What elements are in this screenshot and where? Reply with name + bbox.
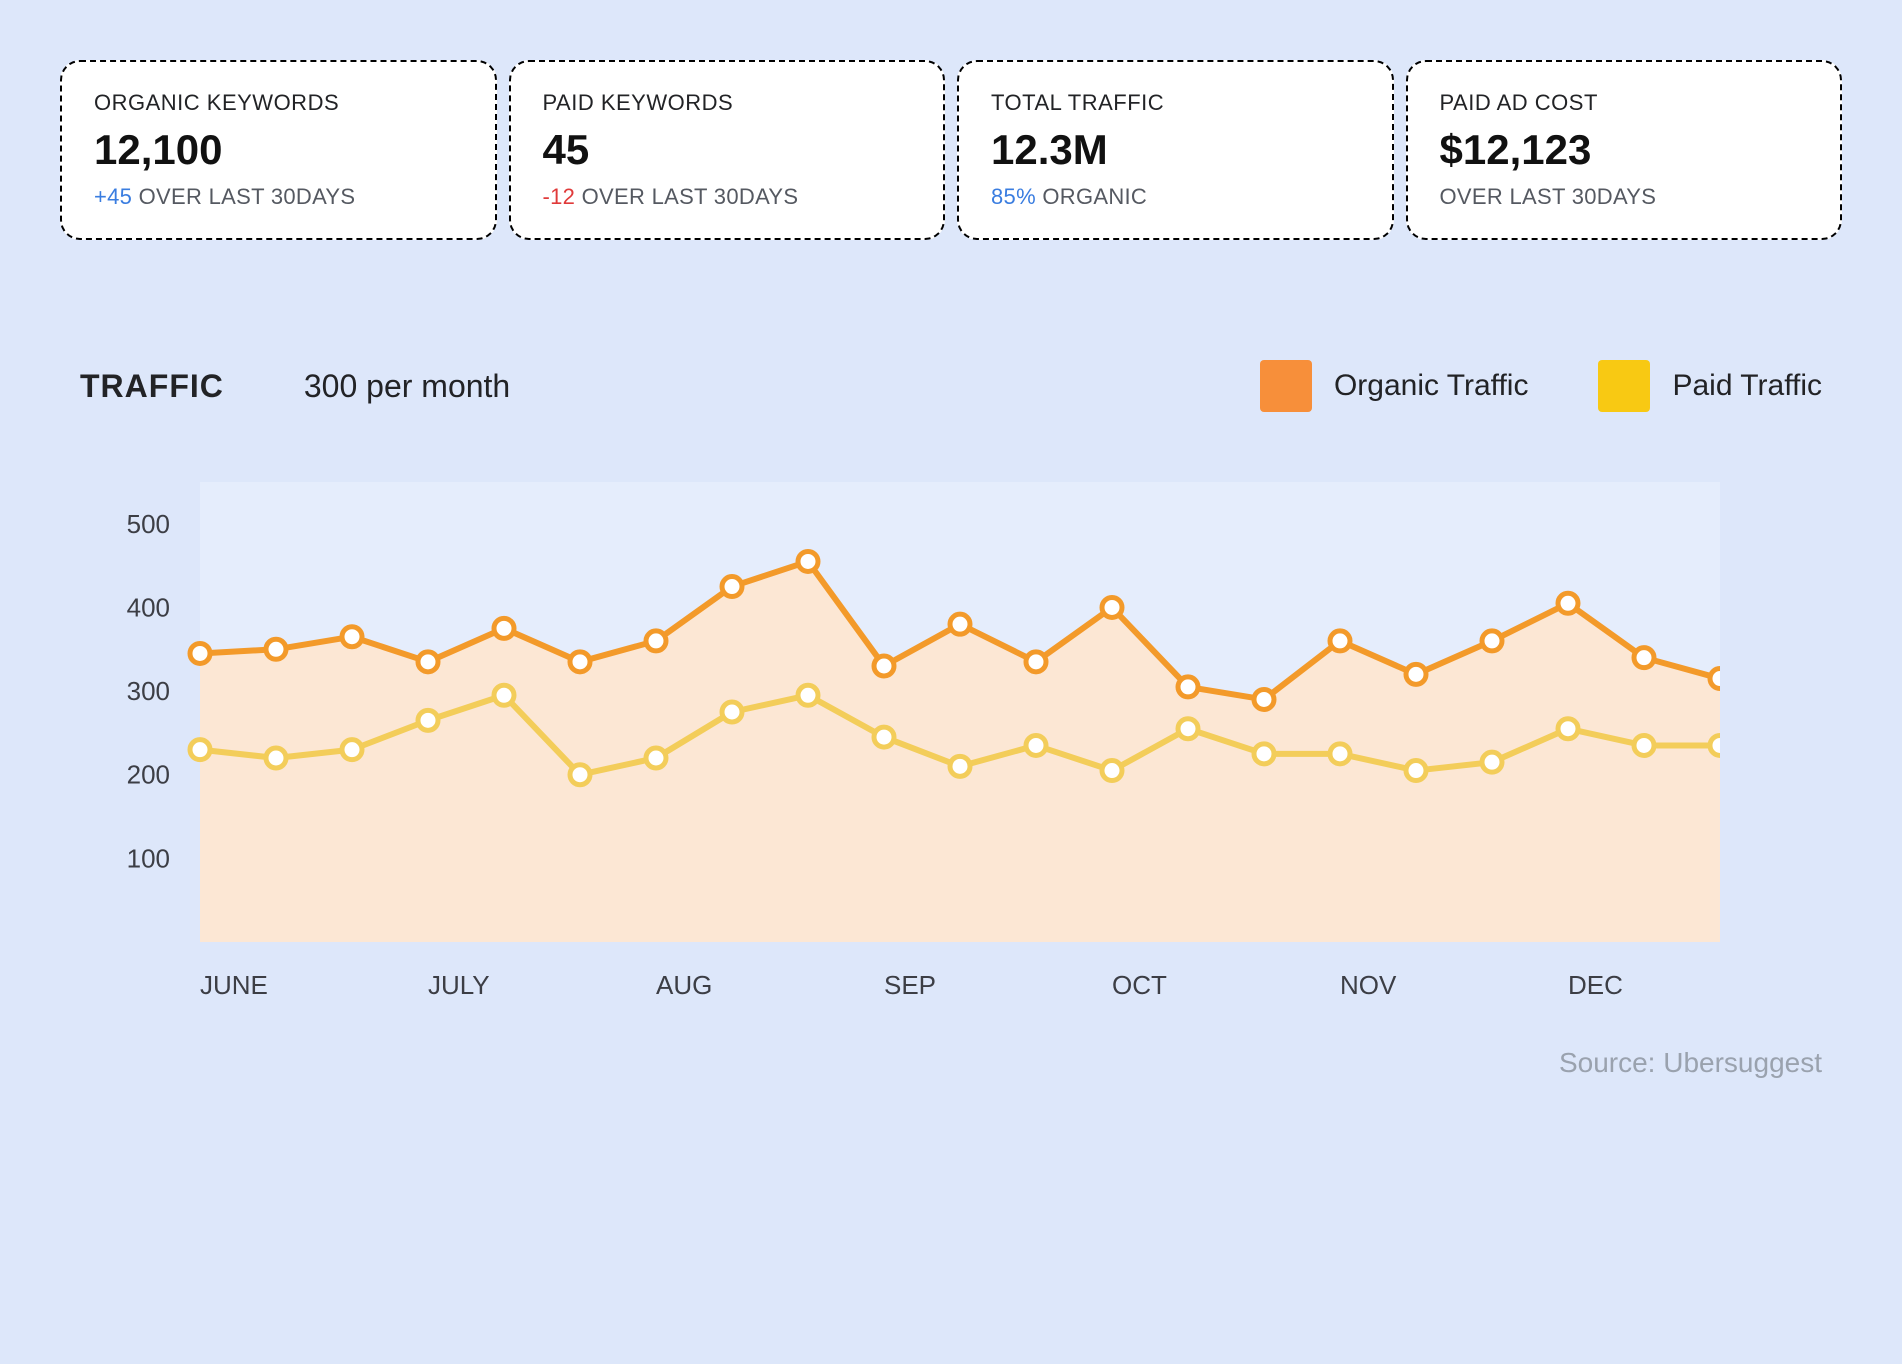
card-label: PAID KEYWORDS bbox=[543, 90, 912, 116]
svg-text:JUNE: JUNE bbox=[200, 970, 268, 1000]
chart-legend: Organic Traffic Paid Traffic bbox=[1260, 360, 1822, 412]
svg-text:DEC: DEC bbox=[1568, 970, 1623, 1000]
card-subtext: 85% ORGANIC bbox=[991, 184, 1360, 210]
chart-source: Source: Ubersuggest bbox=[60, 1047, 1842, 1079]
card-value: 45 bbox=[543, 126, 912, 174]
card-sub-label: OVER LAST 30DAYS bbox=[1440, 184, 1657, 209]
chart-header: TRAFFIC 300 per month Organic Traffic Pa… bbox=[60, 360, 1842, 412]
card-value: $12,123 bbox=[1440, 126, 1809, 174]
card-delta: +45 bbox=[94, 184, 132, 209]
svg-text:400: 400 bbox=[127, 592, 170, 622]
legend-label: Organic Traffic bbox=[1334, 369, 1529, 403]
card-delta: -12 bbox=[543, 184, 576, 209]
legend-label: Paid Traffic bbox=[1672, 369, 1822, 403]
chart-title: TRAFFIC bbox=[80, 368, 224, 405]
card-value: 12.3M bbox=[991, 126, 1360, 174]
card-sub-label: OVER LAST 30DAYS bbox=[575, 184, 798, 209]
card-sub-label: OVER LAST 30DAYS bbox=[132, 184, 355, 209]
card-subtext: +45 OVER LAST 30DAYS bbox=[94, 184, 463, 210]
svg-text:JULY: JULY bbox=[428, 970, 490, 1000]
card-sub-label: ORGANIC bbox=[1036, 184, 1147, 209]
card-paid-keywords: PAID KEYWORDS 45 -12 OVER LAST 30DAYS bbox=[509, 60, 946, 240]
svg-text:500: 500 bbox=[127, 509, 170, 539]
card-label: ORGANIC KEYWORDS bbox=[94, 90, 463, 116]
svg-text:OCT: OCT bbox=[1112, 970, 1167, 1000]
svg-text:300: 300 bbox=[127, 676, 170, 706]
stat-cards-row: ORGANIC KEYWORDS 12,100 +45 OVER LAST 30… bbox=[60, 60, 1842, 240]
legend-swatch bbox=[1260, 360, 1312, 412]
svg-text:100: 100 bbox=[127, 843, 170, 873]
card-label: PAID AD COST bbox=[1440, 90, 1809, 116]
card-label: TOTAL TRAFFIC bbox=[991, 90, 1360, 116]
card-subtext: OVER LAST 30DAYS bbox=[1440, 184, 1809, 210]
card-delta: 85% bbox=[991, 184, 1036, 209]
card-paid-ad-cost: PAID AD COST $12,123 OVER LAST 30DAYS bbox=[1406, 60, 1843, 240]
svg-text:SEP: SEP bbox=[884, 970, 936, 1000]
chart-subtitle: 300 per month bbox=[304, 368, 510, 405]
svg-text:NOV: NOV bbox=[1340, 970, 1397, 1000]
traffic-chart: 100 200 300 400 500 JUNE JULY AUG SEP OCT NOV DEC bbox=[60, 462, 1842, 1007]
svg-text:AUG: AUG bbox=[656, 970, 712, 1000]
card-subtext: -12 OVER LAST 30DAYS bbox=[543, 184, 912, 210]
legend-item-organic: Organic Traffic bbox=[1260, 360, 1529, 412]
card-value: 12,100 bbox=[94, 126, 463, 174]
card-organic-keywords: ORGANIC KEYWORDS 12,100 +45 OVER LAST 30… bbox=[60, 60, 497, 240]
legend-swatch bbox=[1598, 360, 1650, 412]
card-total-traffic: TOTAL TRAFFIC 12.3M 85% ORGANIC bbox=[957, 60, 1394, 240]
legend-item-paid: Paid Traffic bbox=[1598, 360, 1822, 412]
svg-text:200: 200 bbox=[127, 760, 170, 790]
traffic-chart-svg: 100 200 300 400 500 JUNE JULY AUG SEP OCT NOV DEC bbox=[80, 462, 1720, 1002]
